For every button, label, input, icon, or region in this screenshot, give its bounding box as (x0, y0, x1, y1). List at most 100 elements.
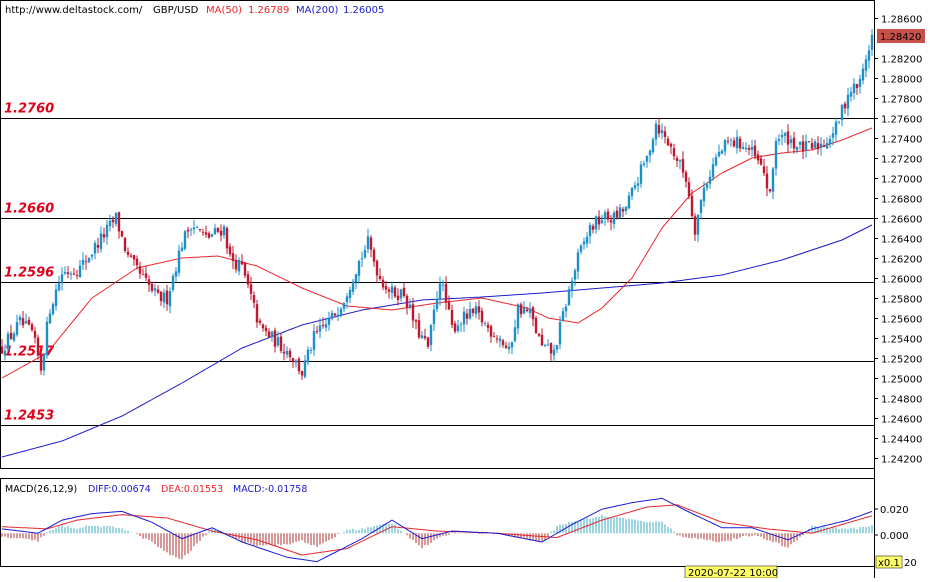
candle-body (786, 131, 790, 145)
candle-body (525, 309, 529, 311)
candle-body (216, 227, 220, 232)
candle-body (411, 304, 415, 321)
candle-body (381, 279, 385, 288)
candle-body (255, 304, 259, 323)
candle-body (273, 330, 277, 347)
candle-body (789, 139, 793, 143)
candle-body (579, 245, 583, 252)
header-url[interactable]: http://www.deltastock.com/ (5, 5, 143, 16)
candle-body (828, 139, 832, 145)
candle-body (129, 255, 133, 257)
candle-body (642, 163, 646, 165)
candle-body (384, 286, 388, 290)
macd-diff-label: DIFF:0.00674 (88, 484, 151, 495)
candle-body (291, 358, 295, 362)
macd-tick-0020: 0.020 (880, 505, 909, 516)
candle-body (330, 313, 334, 319)
candle-body (237, 260, 241, 272)
candle-body (741, 147, 745, 150)
candle-body (393, 287, 397, 297)
candle-body (210, 234, 214, 237)
candle-body (624, 206, 628, 211)
candle-body (594, 216, 598, 230)
candle-body (708, 176, 712, 184)
candle-body (783, 133, 787, 136)
candle-body (603, 212, 607, 219)
candle-body (360, 258, 364, 260)
candle-body (555, 345, 559, 350)
candle-body (843, 103, 847, 109)
candle-body (39, 354, 43, 371)
candle-body (390, 286, 394, 293)
candle-body (573, 270, 577, 280)
price-tick-label: 1.25000 (881, 375, 922, 386)
candle-body (45, 321, 49, 355)
candle-body (849, 92, 853, 97)
candle-body (747, 148, 751, 150)
candle-body (693, 216, 697, 235)
candle-body (159, 291, 163, 302)
candle-body (654, 123, 658, 140)
candle-body (57, 283, 61, 291)
price-tick-label: 1.26600 (881, 215, 922, 226)
macd-dea-label: DEA:0.01553 (161, 484, 223, 495)
candle-body (762, 166, 766, 174)
candle-body (729, 139, 733, 141)
candle-body (195, 227, 199, 229)
candle-body (348, 290, 352, 298)
candle-body (54, 289, 58, 306)
candle-body (501, 340, 505, 346)
candle-body (450, 310, 454, 325)
candle-body (537, 333, 541, 336)
candle-body (648, 150, 652, 156)
candle-body (546, 344, 550, 346)
candle-body (93, 243, 97, 254)
candle-body (711, 164, 715, 178)
candle-body (180, 247, 184, 251)
candle-body (12, 333, 16, 341)
candle-body (639, 164, 643, 184)
candle-body (345, 296, 349, 302)
price-tick-label: 1.24400 (881, 435, 922, 446)
candle-body (471, 308, 475, 313)
candle-body (468, 309, 472, 319)
macd-value-label: MACD:-0.01758 (233, 484, 307, 495)
candle-body (432, 309, 436, 325)
candle-body (606, 211, 610, 220)
candle-body (240, 261, 244, 265)
header-symbol: GBP/USD (153, 5, 199, 16)
candle-body (3, 350, 7, 356)
candle-body (30, 324, 34, 331)
candle-body (714, 157, 718, 166)
candle-body (318, 325, 322, 332)
candle-body (621, 209, 625, 212)
candle-body (102, 234, 106, 238)
candle-body (570, 280, 574, 291)
candle-body (141, 274, 145, 276)
candle-body (636, 183, 640, 186)
price-tick-label: 1.25400 (881, 335, 922, 346)
candle-body (417, 320, 421, 338)
candle-body (276, 337, 280, 346)
candle-body (303, 360, 307, 377)
candle-body (84, 261, 88, 263)
candle-body (249, 284, 253, 294)
candle-body (78, 265, 82, 278)
ma50-label: MA(50) (206, 5, 242, 16)
candle-body (561, 311, 565, 321)
candle-body (48, 313, 52, 324)
candle-body (327, 318, 331, 325)
candle-body (591, 226, 595, 230)
candle-body (831, 133, 835, 138)
candle-body (441, 284, 445, 286)
price-tick-label: 1.27000 (881, 175, 922, 186)
candle-body (447, 301, 451, 310)
candle-body (234, 260, 238, 270)
candle-body (153, 288, 157, 291)
candle-body (156, 289, 160, 293)
candle-body (312, 331, 316, 350)
candle-body (264, 327, 268, 332)
